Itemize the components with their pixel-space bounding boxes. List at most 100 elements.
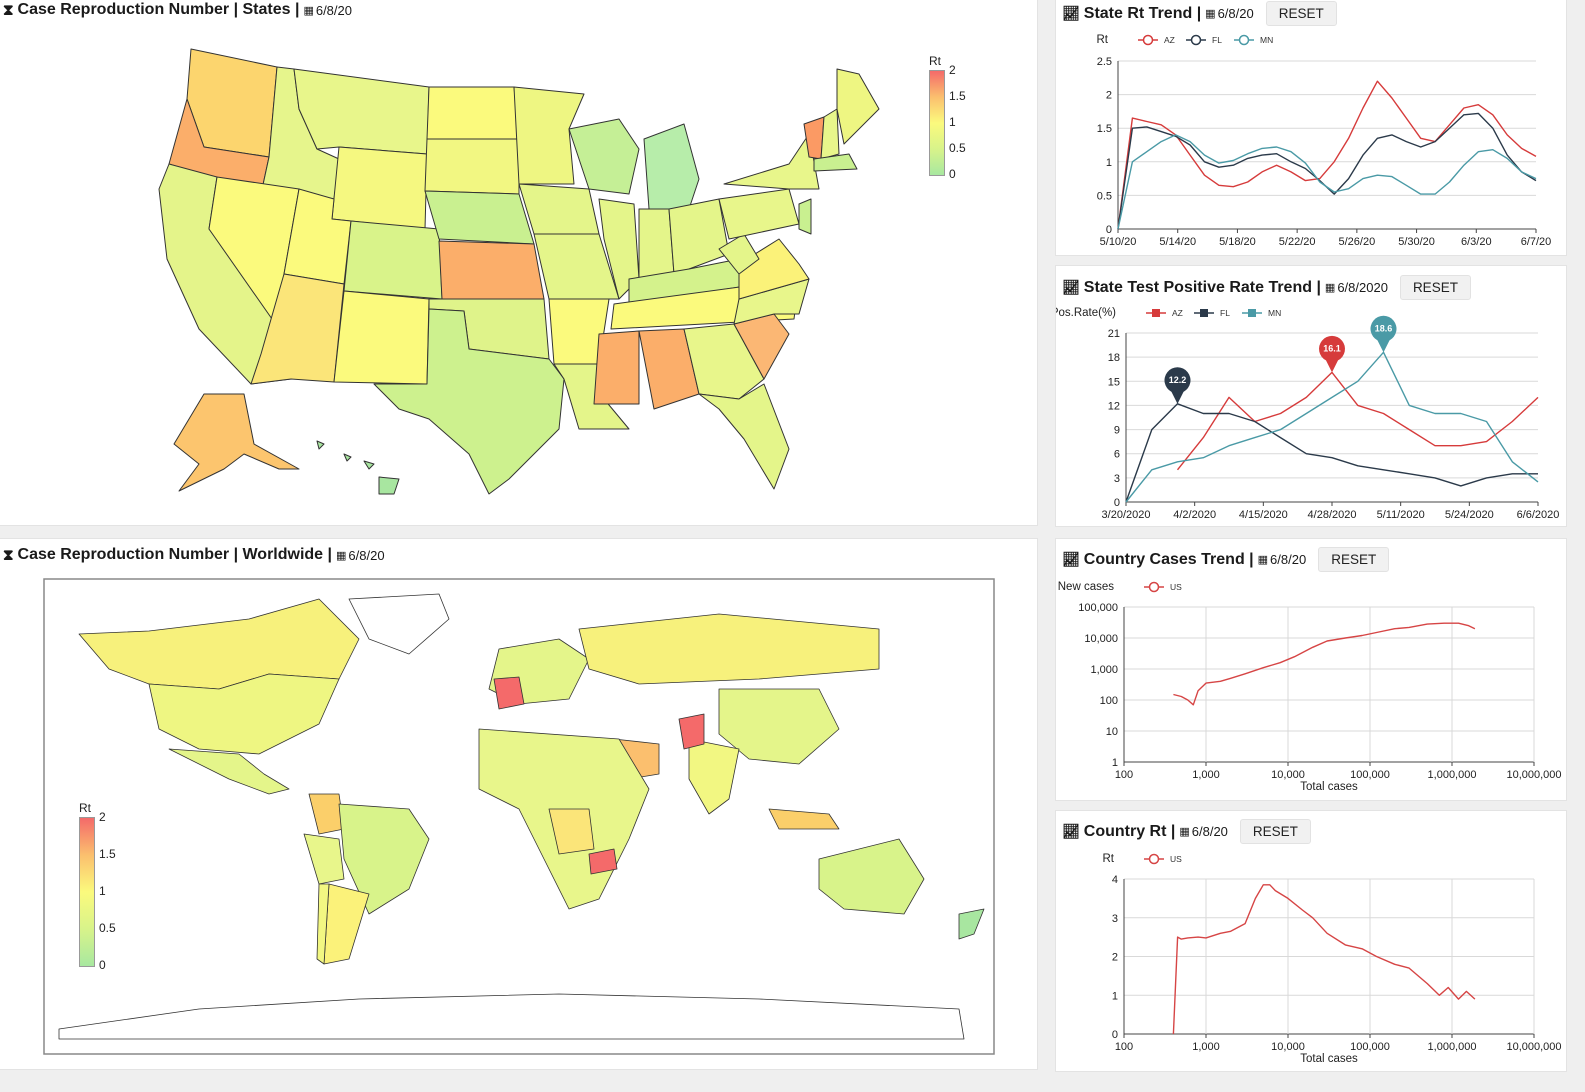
state-kansas[interactable] — [438, 240, 545, 300]
x-axis-title: Total cases — [1300, 781, 1358, 793]
state-colorado[interactable] — [343, 220, 443, 300]
y-axis-title: Rt — [1097, 34, 1109, 46]
state-pennsylvania[interactable] — [718, 188, 800, 240]
y-tick-label: 2 — [1106, 90, 1112, 102]
y-tick-label: 3 — [1114, 473, 1120, 485]
series-line-us — [1172, 884, 1476, 1035]
colorbar-title: Rt — [79, 801, 91, 815]
country-australia[interactable] — [818, 838, 925, 915]
state-minnesota[interactable] — [513, 86, 585, 185]
state-pos-panel: 📈︎ State Test Positive Rate Trend | ▦ 6/… — [1055, 265, 1567, 527]
y-tick-label: 100,000 — [1078, 602, 1118, 614]
state-nebraska[interactable] — [424, 190, 535, 245]
country-china[interactable] — [718, 688, 840, 765]
hourglass-icon: ⧗ — [3, 546, 14, 564]
country-drc[interactable] — [548, 808, 595, 855]
legend-label: MN — [1268, 308, 1281, 318]
country-usa[interactable] — [148, 673, 340, 755]
country-cases-chart[interactable]: 1 10 100 1,000 10,000 100,000 100 1,000 10,000 10… — [1056, 539, 1567, 801]
country-chile[interactable] — [316, 883, 330, 965]
peak-label: 16.1 — [1323, 343, 1341, 353]
reset-button[interactable]: RESET — [1318, 547, 1390, 572]
state-alaska[interactable] — [173, 393, 300, 492]
x-tick-label: 6/3/20 — [1461, 236, 1492, 248]
state-hawaii[interactable] — [316, 440, 400, 495]
panel-title: Case Reproduction Number | States | — [17, 1, 300, 18]
state-texas[interactable] — [373, 308, 565, 495]
y-tick-label: 1,000 — [1090, 664, 1118, 676]
country-peru[interactable] — [303, 833, 345, 885]
state-west-virginia[interactable] — [718, 233, 760, 275]
state-montana[interactable] — [293, 68, 430, 155]
reset-button[interactable]: RESET — [1265, 1, 1337, 26]
state-iowa[interactable] — [518, 183, 600, 235]
x-tick-label: 100 — [1115, 769, 1133, 781]
state-ohio[interactable] — [668, 198, 730, 275]
country-indonesia[interactable] — [768, 808, 840, 830]
state-wisconsin[interactable] — [568, 118, 640, 195]
state-pos-chart[interactable]: 0 3 6 9 12 15 18 21 3/20/2020 4/2/2020 4/15/2020 4/… — [1056, 266, 1567, 527]
state-florida[interactable] — [698, 383, 790, 490]
state-massachusetts[interactable] — [813, 153, 858, 172]
country-rt-header: 📈︎ Country Rt | ▦ 6/8/20 RESET — [1062, 819, 1311, 844]
colorbar-gradient — [79, 817, 95, 967]
state-rt-header: 📈︎ State Rt Trend | ▦ 6/8/20 RESET — [1062, 1, 1337, 26]
y-tick-label: 2 — [1112, 952, 1118, 964]
state-mississippi[interactable] — [593, 330, 640, 405]
calendar-icon: ▦ — [1205, 8, 1216, 20]
x-tick-label: 10,000 — [1271, 1041, 1305, 1053]
country-russia[interactable] — [578, 613, 880, 685]
y-tick-label: 0 — [1106, 224, 1112, 236]
country-cases-panel: 📈︎ Country Cases Trend | ▦ 6/8/20 RESET … — [1055, 538, 1567, 801]
x-tick-label: 5/26/20 — [1339, 236, 1376, 248]
x-tick-label: 4/15/2020 — [1239, 509, 1288, 521]
panel-date: ▦ 6/8/2020 — [1324, 280, 1388, 295]
y-tick-label: 6 — [1114, 449, 1120, 461]
x-tick-label: 5/11/2020 — [1377, 509, 1425, 521]
y-axis-title: Rt — [1103, 853, 1115, 865]
line-chart-icon: 📈︎ — [1062, 5, 1080, 21]
colorbar-tick: 1.5 — [949, 89, 966, 103]
state-arizona[interactable] — [250, 273, 345, 385]
country-pakistan[interactable] — [678, 713, 705, 750]
us-states-map[interactable] — [0, 0, 1038, 526]
country-mexico[interactable] — [168, 748, 290, 795]
country-greenland[interactable] — [348, 593, 450, 655]
peak-label: 12.2 — [1169, 375, 1187, 385]
country-antarctica[interactable] — [58, 993, 965, 1040]
panel-date: ▦ 6/8/20 — [1257, 552, 1307, 567]
country-india[interactable] — [688, 738, 740, 815]
reset-button[interactable]: RESET — [1239, 819, 1311, 844]
state-pos-header: 📈︎ State Test Positive Rate Trend | ▦ 6/… — [1062, 275, 1471, 300]
x-tick-label: 100,000 — [1350, 769, 1390, 781]
country-new-zealand[interactable] — [958, 908, 985, 940]
state-wyoming[interactable] — [331, 146, 428, 230]
peak-marker-az — [1319, 335, 1345, 373]
state-maine[interactable] — [836, 68, 880, 145]
y-tick-label: 10 — [1106, 726, 1118, 738]
peak-marker-mn — [1370, 315, 1397, 353]
line-chart-icon: 📈︎ — [1062, 551, 1080, 567]
country-zambia[interactable] — [588, 848, 618, 875]
country-rt-chart[interactable]: 0 1 2 3 4 100 1,000 10,000 100,000 1,000,000 10,00… — [1056, 811, 1567, 1072]
state-new-hampshire[interactable] — [820, 108, 840, 160]
y-tick-label: 1 — [1112, 990, 1118, 1002]
state-rt-chart[interactable]: 0 0.5 1 1.5 2 2.5 5/10/20 5/14/20 5/18/20 5/22/20… — [1056, 0, 1567, 256]
x-tick-label: 1,000 — [1192, 769, 1220, 781]
country-brazil[interactable] — [338, 803, 430, 915]
state-new-mexico[interactable] — [333, 290, 430, 385]
state-michigan[interactable] — [643, 123, 700, 210]
state-new-jersey[interactable] — [798, 198, 812, 235]
state-south-dakota[interactable] — [424, 138, 520, 195]
panel-date: ▦ 6/8/20 — [1205, 6, 1254, 21]
colorbar-tick: 1 — [949, 115, 956, 129]
colorbar-tick: 1.5 — [99, 847, 116, 861]
world-map[interactable] — [0, 539, 1038, 1070]
colorbar-tick: 2 — [99, 810, 106, 824]
state-new-york[interactable] — [723, 133, 820, 190]
country-france[interactable] — [493, 676, 525, 710]
panel-date: ▦ 6/8/20 — [303, 2, 352, 18]
series-line-mn — [1117, 134, 1537, 230]
state-north-dakota[interactable] — [426, 86, 520, 140]
reset-button[interactable]: RESET — [1399, 275, 1471, 300]
